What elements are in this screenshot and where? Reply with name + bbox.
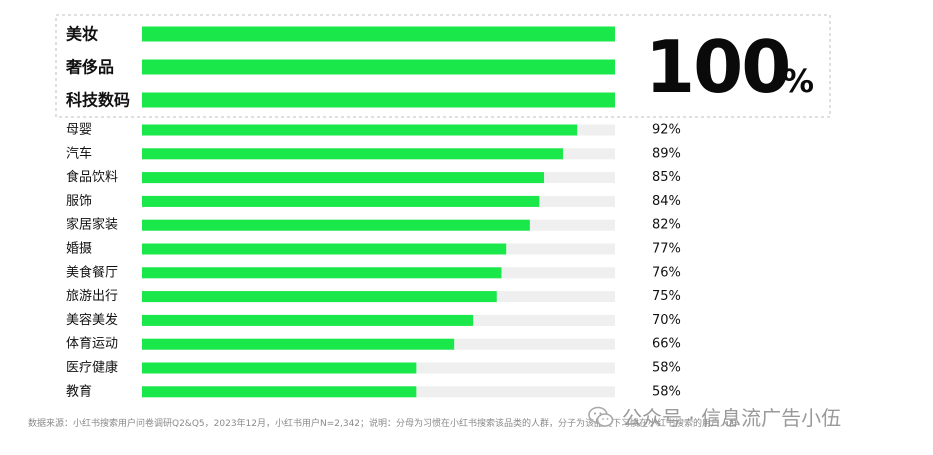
category-label: 教育 [66,383,92,399]
category-label: 旅游出行 [66,289,118,304]
category-label: 汽车 [66,145,92,161]
category-label: 体育运动 [66,336,118,352]
category-label: 美容美发 [66,312,118,328]
brand-text: 公众号 · 信息流广告小伍 [622,406,842,430]
wechat-icon [588,406,614,427]
data-label: 89% [652,146,681,161]
category-label: 科技数码 [66,91,130,110]
category-label: 婚摄 [66,242,92,257]
data-label: 77% [652,242,681,257]
category-label: 奢侈品 [65,58,114,77]
brand-watermark: 公众号 · 信息流广告小伍 [588,402,841,431]
data-label: 70% [652,313,681,328]
bar [142,92,615,108]
data-label: 84% [652,194,681,209]
data-label: 76% [652,265,681,280]
bar [142,172,545,184]
data-label: 92% [652,123,681,138]
bar [142,386,417,398]
bar [142,148,563,160]
category-label: 美妆 [66,25,98,44]
data-label: 82% [652,218,681,233]
highlight-box [55,14,831,118]
data-label: 58% [652,361,681,376]
category-label: 医疗健康 [66,360,118,376]
category-label: 家居家装 [66,217,118,233]
bar [142,362,417,374]
bar [142,338,455,350]
bar [142,26,615,42]
footnote: 数据来源：小红书搜索用户问卷调研Q2&Q5，2023年12月，小红书用户N=2,… [28,419,739,429]
bar [142,267,502,279]
highlight-unit: % [782,62,814,100]
data-label: 58% [652,384,681,399]
category-label: 母婴 [66,123,92,138]
bar [142,195,540,207]
bar [142,59,615,75]
bar [142,314,474,326]
bar [142,219,530,231]
data-label: 75% [652,289,681,304]
bar [142,243,507,255]
category-label: 食品饮料 [66,169,118,185]
bar [142,291,497,303]
data-label: 85% [652,170,681,185]
data-label: 66% [652,337,681,352]
highlight-value: 100 [645,25,789,109]
category-label: 服饰 [66,194,92,209]
category-label: 美食餐厅 [66,264,118,280]
bar [142,124,578,136]
